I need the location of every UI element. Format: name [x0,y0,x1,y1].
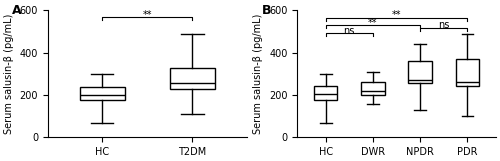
PathPatch shape [170,68,215,89]
Text: **: ** [142,10,152,20]
Text: B: B [262,4,271,17]
PathPatch shape [361,82,384,95]
Text: ns: ns [438,20,450,30]
PathPatch shape [408,61,432,83]
Text: ns: ns [344,26,355,36]
PathPatch shape [314,86,338,100]
Text: **: ** [368,18,378,28]
Y-axis label: Serum salusin-β (pg/mL): Serum salusin-β (pg/mL) [4,14,14,134]
Text: **: ** [392,10,402,20]
Text: A: A [12,4,22,17]
PathPatch shape [456,59,479,86]
PathPatch shape [80,87,124,100]
Y-axis label: Serum salusin-β (pg/mL): Serum salusin-β (pg/mL) [254,14,264,134]
